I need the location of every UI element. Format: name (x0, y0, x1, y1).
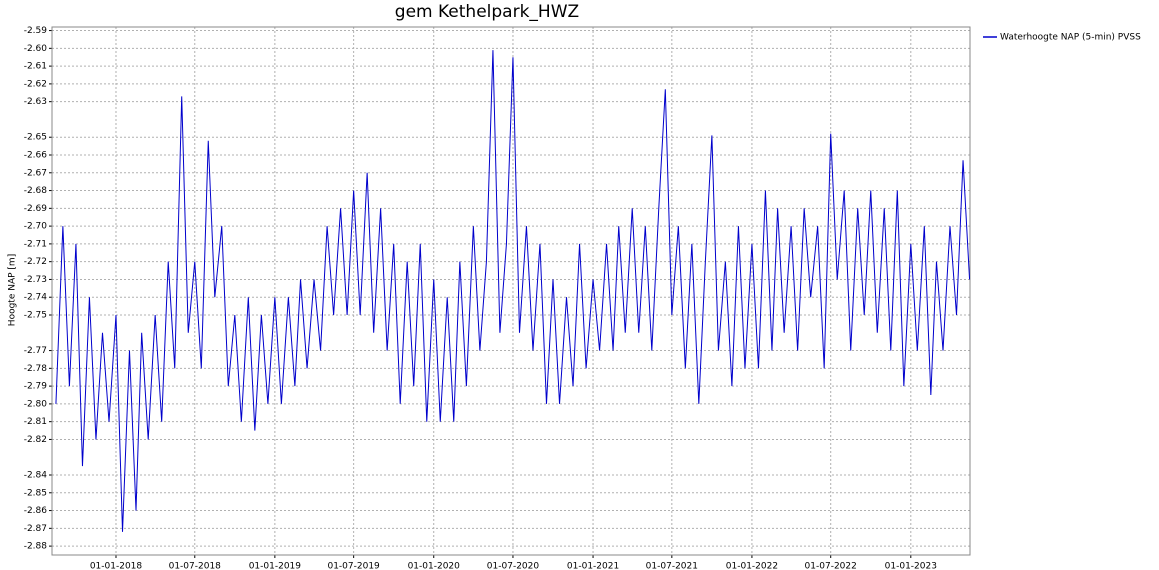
y-tick-label: -2.59 (24, 26, 48, 36)
x-tick-label: 01-07-2021 (646, 562, 698, 570)
x-tick-label: 01-01-2021 (567, 562, 619, 570)
y-tick-label: -2.82 (24, 435, 47, 445)
y-tick-label: -2.78 (24, 364, 48, 374)
chart-title: gem Kethelpark_HWZ (395, 2, 579, 22)
y-tick-label: -2.75 (24, 311, 47, 321)
x-tick-label: 01-01-2020 (408, 562, 461, 570)
y-tick-label: -2.67 (24, 168, 47, 178)
x-tick-label: 01-01-2018 (90, 562, 143, 570)
y-tick-label: -2.71 (24, 239, 47, 249)
y-tick-label: -2.70 (24, 222, 48, 232)
x-tick-label: 01-01-2023 (885, 562, 937, 570)
y-tick-label: -2.66 (24, 151, 48, 161)
y-tick-label: -2.85 (24, 488, 47, 498)
legend-label: Waterhoogte NAP (5-min) PVSS (1000, 33, 1141, 43)
y-tick-label: -2.84 (24, 471, 48, 481)
y-tick-label: -2.80 (24, 399, 48, 409)
y-tick-label: -2.63 (24, 97, 47, 107)
y-tick-label: -2.62 (24, 79, 47, 89)
y-tick-label: -2.65 (24, 133, 47, 143)
x-tick-label: 01-01-2022 (726, 562, 778, 570)
y-tick-label: -2.68 (24, 186, 48, 196)
y-tick-label: -2.69 (24, 204, 48, 214)
y-tick-label: -2.72 (24, 257, 47, 267)
y-tick-label: -2.77 (24, 346, 47, 356)
y-tick-label: -2.87 (24, 524, 47, 534)
y-tick-label: -2.88 (24, 542, 48, 552)
y-tick-label: -2.61 (24, 62, 47, 72)
y-tick-label: -2.81 (24, 417, 47, 427)
y-axis-label: Hoogte NAP [m] (8, 254, 18, 326)
x-tick-label: 01-07-2020 (487, 562, 540, 570)
y-tick-label: -2.73 (24, 275, 47, 285)
data-line (55, 50, 971, 532)
x-tick-label: 01-07-2022 (805, 562, 857, 570)
y-tick-label: -2.60 (24, 44, 48, 54)
x-tick-label: 01-07-2018 (169, 562, 222, 570)
plot-border (51, 26, 971, 556)
x-tick-label: 01-07-2019 (327, 562, 380, 570)
y-tick-label: -2.86 (24, 506, 48, 516)
x-tick-label: 01-01-2019 (249, 562, 302, 570)
y-tick-label: -2.74 (24, 293, 48, 303)
y-tick-label: -2.79 (24, 382, 48, 392)
